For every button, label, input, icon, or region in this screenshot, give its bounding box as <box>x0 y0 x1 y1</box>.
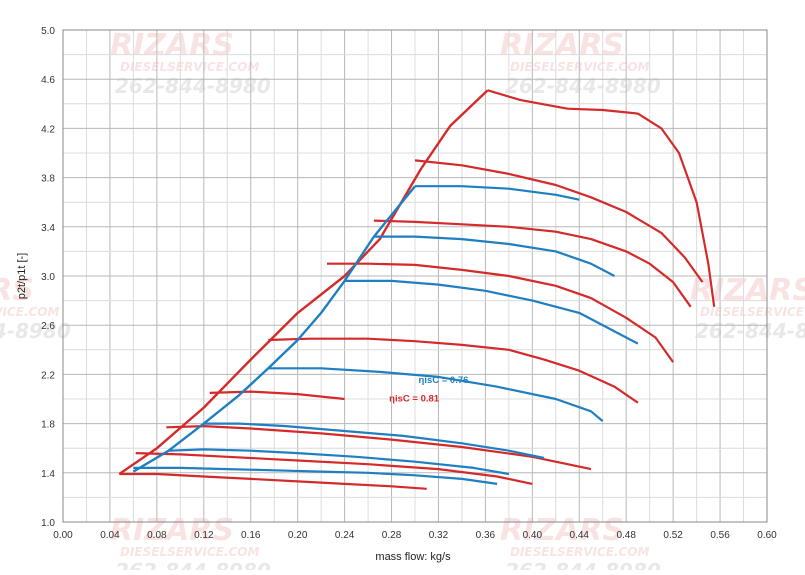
watermark-site: DIESELSERVICE.COM <box>700 305 805 319</box>
watermark-phone: 262-844-8980 <box>505 74 661 98</box>
x-tick-label: 0.52 <box>663 530 683 541</box>
x-tick-label: 0.44 <box>570 530 590 541</box>
watermark-name: RIZARS <box>690 273 805 308</box>
watermark-name: RIZARS <box>110 513 234 548</box>
watermark-site: DIESELSERVICE.COM <box>510 545 650 559</box>
x-tick-label: 0.56 <box>710 530 730 541</box>
x-tick-label: 0.20 <box>288 530 308 541</box>
x-tick-label: 0.12 <box>194 530 214 541</box>
x-axis-label: mass flow: kg/s <box>375 551 451 563</box>
speed-line <box>166 425 592 471</box>
efficiency-label: ηisC = 0.81 <box>389 393 440 404</box>
speed-line <box>268 367 604 422</box>
y-tick-label: 2.6 <box>41 321 55 332</box>
y-tick-label: 4.2 <box>41 124 55 135</box>
x-tick-label: 0.60 <box>757 530 777 541</box>
watermark-phone: 262-844-8980 <box>115 74 271 98</box>
watermark-phone: 262-844-8980 <box>0 319 71 343</box>
watermark-phone: 262-844-8980 <box>115 559 271 570</box>
x-tick-label: 0.48 <box>616 530 636 541</box>
watermark-phone: 262-844-8980 <box>505 559 661 570</box>
surge-line <box>118 89 489 475</box>
speed-line <box>119 472 427 490</box>
speed-line <box>168 448 510 476</box>
speed-line <box>135 452 533 485</box>
y-tick-label: 5.0 <box>41 26 55 37</box>
efficiency-label: ηisC = 0.76 <box>419 375 469 386</box>
speed-line <box>268 337 639 404</box>
watermark-site: DIESELSERVICE.COM <box>120 545 260 559</box>
watermark-layer: RIZARSDIESELSERVICE.COM262-844-8980RIZAR… <box>0 28 805 575</box>
grid-layer <box>62 29 768 523</box>
speed-line <box>414 159 704 283</box>
speed-line <box>133 466 498 485</box>
x-tick-label: 0.32 <box>429 530 449 541</box>
watermark-name: RIZARS <box>500 28 624 63</box>
x-tick-label: 0.04 <box>100 530 120 541</box>
x-tick-label: 0.28 <box>382 530 402 541</box>
y-tick-label: 1.4 <box>41 469 55 480</box>
x-tick-label: 0.40 <box>523 530 543 541</box>
y-axis-label: p2t/p1t [-] <box>16 253 28 299</box>
speed-line <box>415 185 580 201</box>
speed-line <box>203 422 545 460</box>
speed-line <box>209 390 345 401</box>
watermark-site: DIESELSERVICE.COM <box>120 60 260 74</box>
tick-labels-layer: 0.00 0.04 0.08 0.12 0.16 0.20 0.24 0.28 0.32 0.36… <box>41 26 777 541</box>
plot-frame <box>62 29 768 523</box>
speed-line <box>487 89 716 307</box>
x-tick-label: 0.36 <box>476 530 496 541</box>
series-layer <box>118 89 716 490</box>
y-tick-label: 3.8 <box>41 174 55 185</box>
x-tick-label: 0.16 <box>241 530 261 541</box>
speed-line <box>327 262 674 363</box>
y-tick-label: 1.0 <box>41 518 55 529</box>
x-tick-label: 0.24 <box>335 530 355 541</box>
y-tick-label: 1.8 <box>41 420 55 431</box>
watermark-name: RIZARS <box>500 513 624 548</box>
x-tick-label: 0.08 <box>147 530 167 541</box>
y-tick-label: 2.2 <box>41 370 55 381</box>
y-tick-label: 3.4 <box>41 223 55 234</box>
surge-line <box>132 185 416 473</box>
series-blue-map <box>132 185 639 485</box>
y-tick-label: 4.6 <box>41 75 55 86</box>
x-tick-label: 0.00 <box>53 530 73 541</box>
watermark-name: RIZARS <box>0 273 34 308</box>
speed-line <box>344 279 639 345</box>
speed-line <box>373 219 692 308</box>
y-tick-label: 3.0 <box>41 272 55 283</box>
annotations-layer: ηisC = 0.76 ηisC = 0.81 <box>389 375 468 404</box>
series-red-map <box>118 89 716 490</box>
speed-line <box>373 235 616 277</box>
watermark-phone: 262-844-8980 <box>695 319 805 343</box>
watermark-name: RIZARS <box>110 28 234 63</box>
watermark-site: DIESELSERVICE.COM <box>0 305 60 319</box>
